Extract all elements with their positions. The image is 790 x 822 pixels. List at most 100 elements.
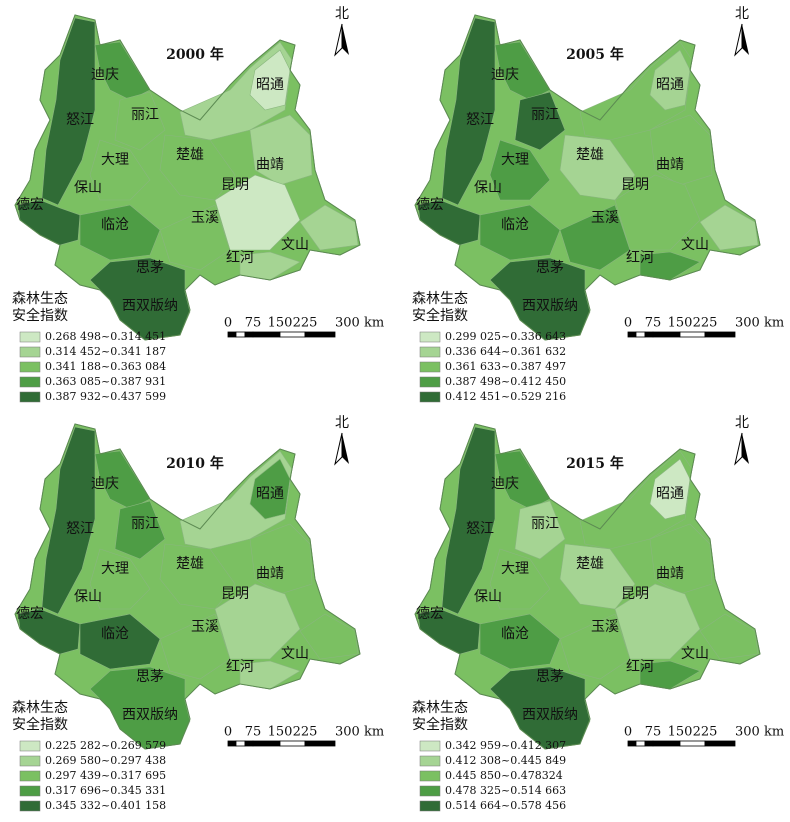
scale-label: 300 km [335,725,384,740]
place-label: 西双版纳 [522,707,578,723]
province-outline [414,14,761,341]
north-arrow [742,433,749,464]
legend-swatch [19,755,41,767]
place-label: 昆明 [221,586,249,602]
place-label: 昆明 [621,586,649,602]
scale-bar [644,331,654,338]
place-label: 昆明 [221,177,249,193]
legend-swatch [19,391,41,403]
legend-label: 0.387 932~0.437 599 [45,390,166,403]
legend-swatch [419,785,441,797]
legend-swatch [19,361,41,373]
place-label: 曲靖 [656,566,684,582]
legend-swatch [419,770,441,782]
prefecture-area [114,500,166,560]
prefecture-area [79,204,161,261]
place-label: 迪庆 [491,67,519,83]
prefecture-area [649,49,691,111]
place-label: 文山 [281,646,309,662]
panel-title: 2000 年 [166,46,224,63]
place-label: 德宏 [416,197,444,213]
panel-title: 2010 年 [166,455,224,472]
legend-swatch [19,376,41,388]
scale-bar [627,740,637,747]
prefecture-area [489,548,551,610]
prefecture-area [559,204,631,271]
place-label: 红河 [626,659,654,675]
place-label: 丽江 [131,107,159,123]
scale-label: 150 [268,725,293,740]
scale-label: 300 km [735,316,784,331]
legend-label: 0.363 085~0.387 931 [45,375,166,388]
scale-label: 225 [693,725,718,740]
place-label: 红河 [226,250,254,266]
place-label: 保山 [474,180,502,196]
place-label: 玉溪 [591,210,619,226]
place-label: 怒江 [66,112,94,128]
legend-label: 0.478 325~0.514 663 [445,784,566,797]
place-label: 玉溪 [191,210,219,226]
prefecture-area [159,204,231,271]
legend-label: 0.445 850~0.478324 [445,769,563,782]
prefecture-area [479,204,561,261]
legend-label: 0.342 959~0.412 307 [445,739,566,752]
place-label: 迪庆 [91,67,119,83]
place-label: 曲靖 [656,157,684,173]
panel-title: 2005 年 [566,46,624,63]
place-label: 丽江 [531,516,559,532]
place-label: 西双版纳 [522,298,578,314]
prefecture-area [489,139,551,201]
north-label: 北 [335,415,349,431]
prefecture-area [514,500,566,560]
scale-label: 0 [224,316,232,331]
place-label: 文山 [681,237,709,253]
province-outline [414,423,761,750]
place-label: 大理 [501,561,529,577]
legend-label: 0.299 025~0.336 643 [445,330,566,343]
place-label: 临沧 [501,216,529,233]
scale-bar [652,740,681,747]
scale-bar [704,331,736,338]
prefecture-area [239,251,301,281]
place-label: 思茅 [136,260,164,276]
place-label: 玉溪 [591,619,619,635]
panel-title: 2015 年 [566,455,624,472]
legend-label: 0.317 696~0.345 331 [45,784,166,797]
place-label: 怒江 [466,112,494,128]
scale-bar [704,740,736,747]
place-label: 西双版纳 [122,298,178,314]
prefecture-area [114,91,166,151]
prefecture-area [441,17,496,206]
legend-title: 安全指数 [412,307,468,324]
legend-swatch [419,800,441,812]
legend-label: 0.336 644~0.361 632 [445,345,566,358]
place-label: 临沧 [501,625,529,642]
scale-label: 0 [624,316,632,331]
province-outline [14,423,361,750]
prefecture-area [514,91,566,151]
place-label: 思茅 [136,669,164,685]
scale-bar [235,331,246,338]
scale-label: 225 [293,725,318,740]
legend-swatch [419,376,441,388]
prefecture-area [249,458,291,520]
place-label: 楚雄 [576,556,604,572]
scale-bar [627,331,637,338]
legend-label: 0.341 188~0.363 084 [45,360,166,373]
scale-bar [304,740,336,747]
scale-bar [244,331,254,338]
place-label: 昭通 [256,77,284,93]
prefecture-area [89,139,151,201]
place-label: 昭通 [656,486,684,502]
north-arrow [734,23,743,57]
scale-label: 225 [293,316,318,331]
prefecture-area [559,613,631,680]
place-label: 昆明 [621,177,649,193]
legend-swatch [19,346,41,358]
place-label: 文山 [281,237,309,253]
prefecture-area [41,17,96,206]
legend-label: 0.514 664~0.578 456 [445,799,566,812]
